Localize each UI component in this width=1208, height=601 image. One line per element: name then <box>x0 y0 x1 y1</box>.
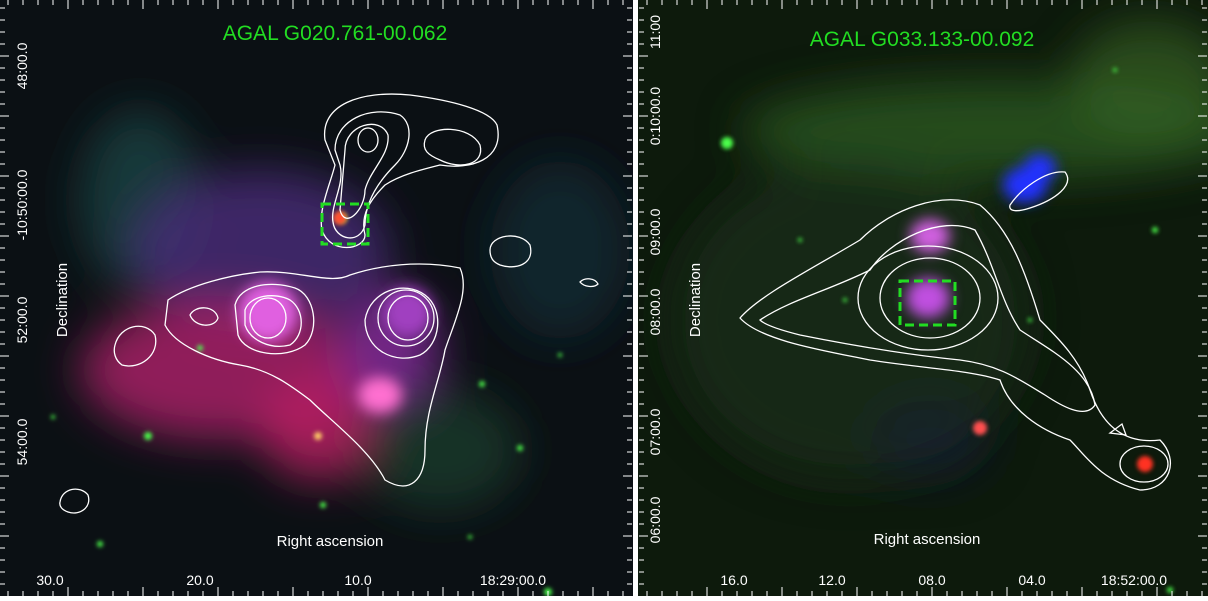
x-tick-label: 10.0 <box>344 572 371 588</box>
x-tick-label: 04.0 <box>1018 572 1045 588</box>
x-tick-label: 16.0 <box>720 572 747 588</box>
panel-title: AGAL G020.761-00.062 <box>223 22 448 45</box>
y-tick-label: -10:50:00.0 <box>14 169 30 240</box>
x-tick-label: 30.0 <box>36 572 63 588</box>
panel-title: AGAL G033.133-00.092 <box>810 28 1035 51</box>
right-image <box>638 0 1208 596</box>
y-tick-label: 07:00.0 <box>647 408 663 455</box>
x-axis-label: Right ascension <box>277 533 384 550</box>
y-tick-label: 09:00.0 <box>647 208 663 255</box>
x-tick-label: 18:52:00.0 <box>1101 572 1167 588</box>
y-axis-label: Declination <box>54 263 71 337</box>
y-tick-label: 11:00 <box>647 15 663 49</box>
figure: AGAL G020.761-00.062 Right ascension Dec… <box>0 0 1208 596</box>
y-tick-label: 52:00.0 <box>14 296 30 343</box>
x-tick-label: 20.0 <box>186 572 213 588</box>
y-tick-label: 54:00.0 <box>14 418 30 465</box>
panel-gap <box>633 0 638 596</box>
x-tick-label: 08.0 <box>918 572 945 588</box>
y-tick-label: 0:10:00.0 <box>647 87 663 146</box>
x-tick-label: 18:29:00.0 <box>480 572 546 588</box>
left-image <box>0 0 633 596</box>
x-tick-label: 12.0 <box>818 572 845 588</box>
y-tick-label: 08:00.0 <box>647 288 663 335</box>
x-axis-label: Right ascension <box>874 531 981 548</box>
y-tick-label: 06:00.0 <box>647 496 663 543</box>
y-axis-label: Declination <box>687 263 704 337</box>
y-tick-label: 48:00.0 <box>14 42 30 89</box>
